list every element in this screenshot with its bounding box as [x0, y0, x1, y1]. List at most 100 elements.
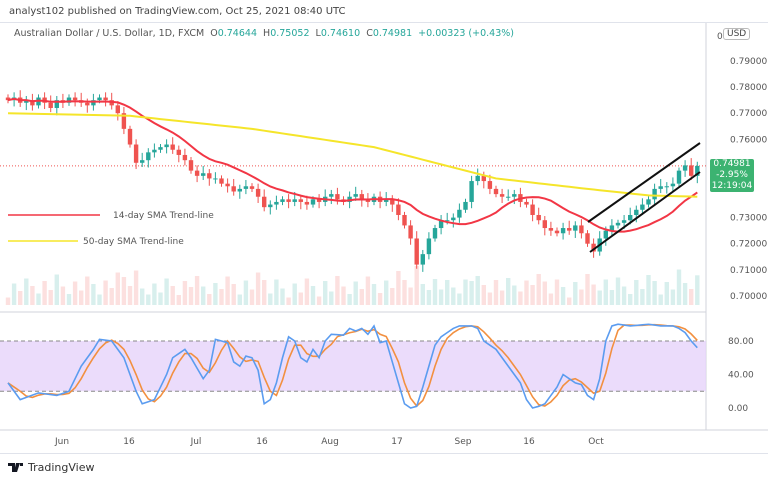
volume-bar	[249, 289, 255, 305]
volume-bar	[451, 287, 456, 305]
candle-body	[5, 97, 11, 101]
volume-bar	[634, 280, 639, 305]
volume-bar	[182, 281, 188, 305]
candle-body	[438, 220, 444, 229]
volume-bar	[414, 266, 419, 305]
volume-bar	[213, 283, 218, 305]
volume-bar	[646, 275, 651, 305]
volume-bar	[420, 284, 425, 305]
candle-body	[506, 196, 511, 198]
volume-bar	[152, 283, 157, 305]
price-axis-label: 0.79000	[730, 57, 767, 67]
tradingview-logo[interactable]: TradingView	[8, 461, 94, 474]
volume-bar	[5, 297, 11, 305]
volume-bar	[255, 272, 261, 305]
volume-bar	[402, 280, 407, 305]
currency-button[interactable]: USD	[723, 28, 751, 40]
candle-body	[219, 178, 224, 184]
candle-body	[85, 102, 90, 106]
candle-body	[512, 194, 517, 197]
volume-bar	[689, 289, 694, 305]
volume-bar	[682, 283, 688, 305]
price-axis-label: 0.70000	[730, 292, 767, 302]
candle-body	[66, 97, 72, 103]
volume-bar	[438, 289, 444, 305]
price-axis-label: 0.71000	[730, 266, 767, 276]
candle-body	[475, 175, 480, 182]
volume-bar	[579, 289, 584, 305]
volume-bar	[146, 294, 151, 305]
candle-body	[329, 194, 334, 197]
candle-body	[310, 199, 316, 205]
time-axis-label: Jun	[54, 437, 69, 447]
candle-body	[609, 225, 615, 231]
candle-body	[658, 186, 663, 189]
candle-body	[274, 201, 279, 205]
candle-body	[24, 100, 29, 103]
candle-body	[286, 199, 291, 202]
candle-body	[146, 152, 151, 161]
sma50-line	[7, 112, 698, 198]
price-axis-label: 0.78000	[730, 83, 767, 93]
close-value: 0.74981	[372, 28, 413, 39]
volume-bar	[243, 280, 249, 305]
candle-body	[615, 222, 621, 226]
volume-bar	[316, 296, 322, 305]
volume-bar	[499, 290, 505, 305]
volume-bar	[158, 292, 163, 305]
volume-bar	[310, 286, 316, 305]
volume-bar	[85, 276, 90, 305]
candle-body	[48, 102, 53, 108]
candle-body	[408, 225, 413, 239]
volume-bar	[457, 293, 462, 305]
candle-body	[390, 199, 395, 205]
symbol-legend: Australian Dollar / U.S. Dollar, 1D, FXC…	[14, 28, 514, 39]
price-change-pct: -2.95%	[716, 170, 748, 180]
volume-bar	[109, 288, 114, 305]
volume-bar	[652, 281, 657, 305]
volume-bar	[628, 294, 633, 305]
candle-body	[628, 214, 633, 221]
volume-bar	[463, 279, 468, 305]
chart-frame	[0, 22, 768, 454]
candle-body	[213, 178, 218, 180]
change-value: +0.00323 (+0.43%)	[418, 28, 514, 39]
volume-bar	[280, 288, 285, 305]
volume-bar	[140, 288, 145, 305]
volume-bar	[670, 289, 676, 305]
price-axis-label: 0.73000	[730, 214, 767, 224]
candle-body	[463, 201, 468, 210]
candle-body	[548, 228, 554, 231]
candle-body	[304, 201, 310, 205]
volume-bar	[79, 290, 84, 305]
candle-body	[420, 254, 425, 265]
bar-countdown: 12:19:04	[711, 181, 753, 191]
volume-bar	[207, 294, 212, 305]
candle-body	[560, 228, 566, 234]
publisher-line: analyst102 published on TradingView.com,…	[9, 6, 346, 17]
candle-body	[97, 97, 102, 101]
candle-body	[432, 228, 438, 239]
volume-bar	[97, 294, 102, 305]
volume-bar	[347, 294, 352, 305]
volume-bar	[445, 280, 450, 305]
last-price-label: 0.74981 -2.95% 12:19:04	[710, 159, 754, 192]
candle-body	[621, 220, 627, 223]
candle-body	[652, 188, 657, 200]
price-axis-label: 0.77000	[730, 109, 767, 119]
stoch-axis-label: 0.00	[728, 404, 748, 414]
candle-body	[585, 233, 590, 244]
candle-body	[591, 243, 596, 252]
volume-bar	[91, 284, 96, 305]
candle-body	[530, 204, 535, 215]
candle-body	[542, 220, 547, 229]
volume-bar	[408, 287, 413, 305]
stoch-d-line	[7, 323, 698, 408]
open-value: 0.74644	[217, 28, 257, 39]
volume-bar	[24, 278, 29, 305]
candle-body	[451, 217, 456, 221]
volume-bar	[518, 291, 523, 305]
volume-bar	[487, 292, 493, 305]
candle-body	[646, 199, 651, 205]
